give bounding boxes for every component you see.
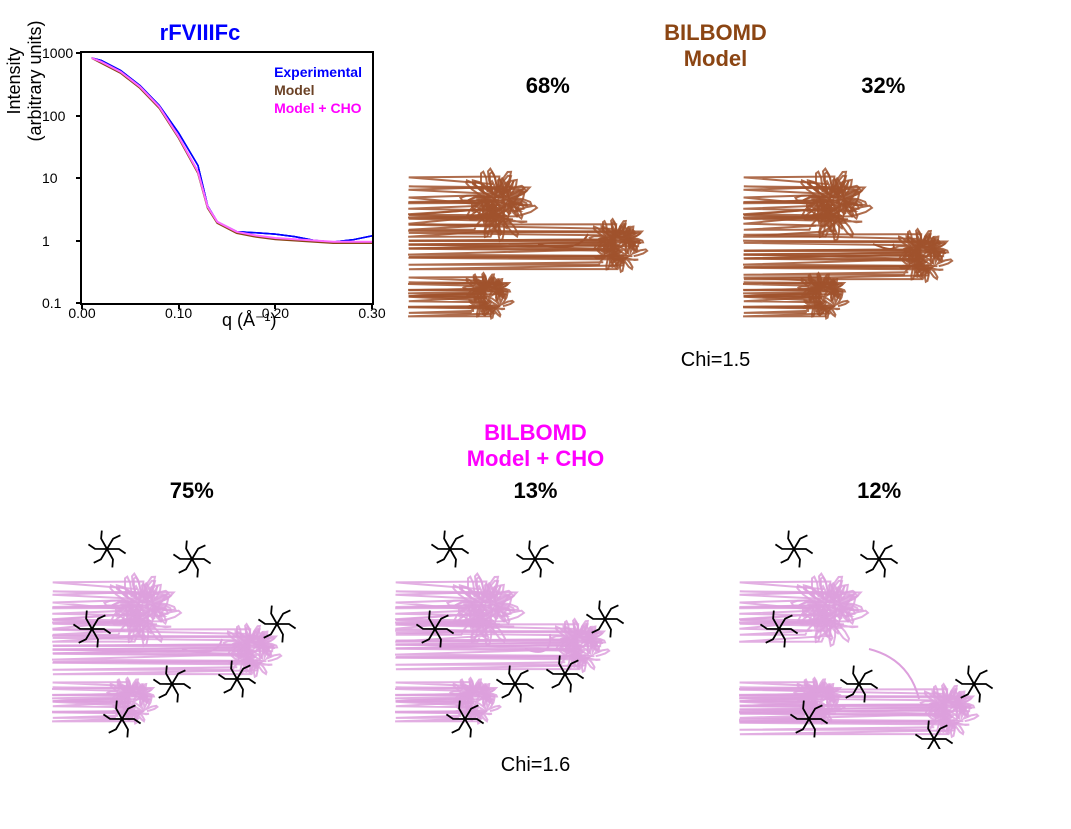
figure-container: rFVIIIFc Intensity (arbitrary units) Exp… — [20, 20, 1051, 809]
top-model-title: BILBOMD Model — [664, 20, 767, 73]
top-pct-1: 68% — [526, 73, 570, 99]
protein-structure-svg — [739, 509, 1019, 749]
bottom-model-title: BILBOMD Model + CHO — [20, 420, 1051, 473]
bottom-structure-1: 75% — [52, 478, 332, 749]
top-pct-2: 32% — [861, 73, 905, 99]
bottom-pct-1: 75% — [170, 478, 214, 504]
bottom-section: BILBOMD Model + CHO 75% 13% 12% Chi=1.6 — [20, 420, 1051, 777]
bottom-structure-3: 12% — [739, 478, 1019, 749]
chart-plot-area: Experimental Model Model + CHO q (Å⁻¹) 0… — [80, 51, 374, 305]
legend-experimental: Experimental — [274, 63, 362, 81]
legend-model-cho: Model + CHO — [274, 99, 362, 117]
bottom-structure-2: 13% — [395, 478, 675, 749]
chart-title: rFVIIIFc — [20, 20, 380, 46]
top-structure-row: 68% 32% — [380, 73, 1051, 344]
top-structure-2: 32% — [743, 73, 1023, 344]
y-axis-label: Intensity (arbitrary units) — [4, 0, 46, 181]
protein-structure-svg — [408, 104, 688, 344]
protein-structure-svg — [743, 104, 1023, 344]
legend-model: Model — [274, 81, 362, 99]
chart-legend: Experimental Model Model + CHO — [274, 63, 362, 118]
bottom-pct-2: 13% — [513, 478, 557, 504]
bottom-chi: Chi=1.6 — [20, 754, 1051, 777]
top-structure-1: 68% — [408, 73, 688, 344]
top-row: rFVIIIFc Intensity (arbitrary units) Exp… — [20, 20, 1051, 400]
bottom-structure-row: 75% 13% 12% — [20, 478, 1051, 749]
top-chi: Chi=1.5 — [681, 349, 751, 372]
saxs-chart-panel: rFVIIIFc Intensity (arbitrary units) Exp… — [20, 20, 380, 305]
protein-structure-svg — [395, 509, 675, 749]
bottom-pct-3: 12% — [857, 478, 901, 504]
protein-structure-svg — [52, 509, 332, 749]
top-structures-panel: BILBOMD Model 68% 32% Chi=1.5 — [380, 20, 1051, 372]
